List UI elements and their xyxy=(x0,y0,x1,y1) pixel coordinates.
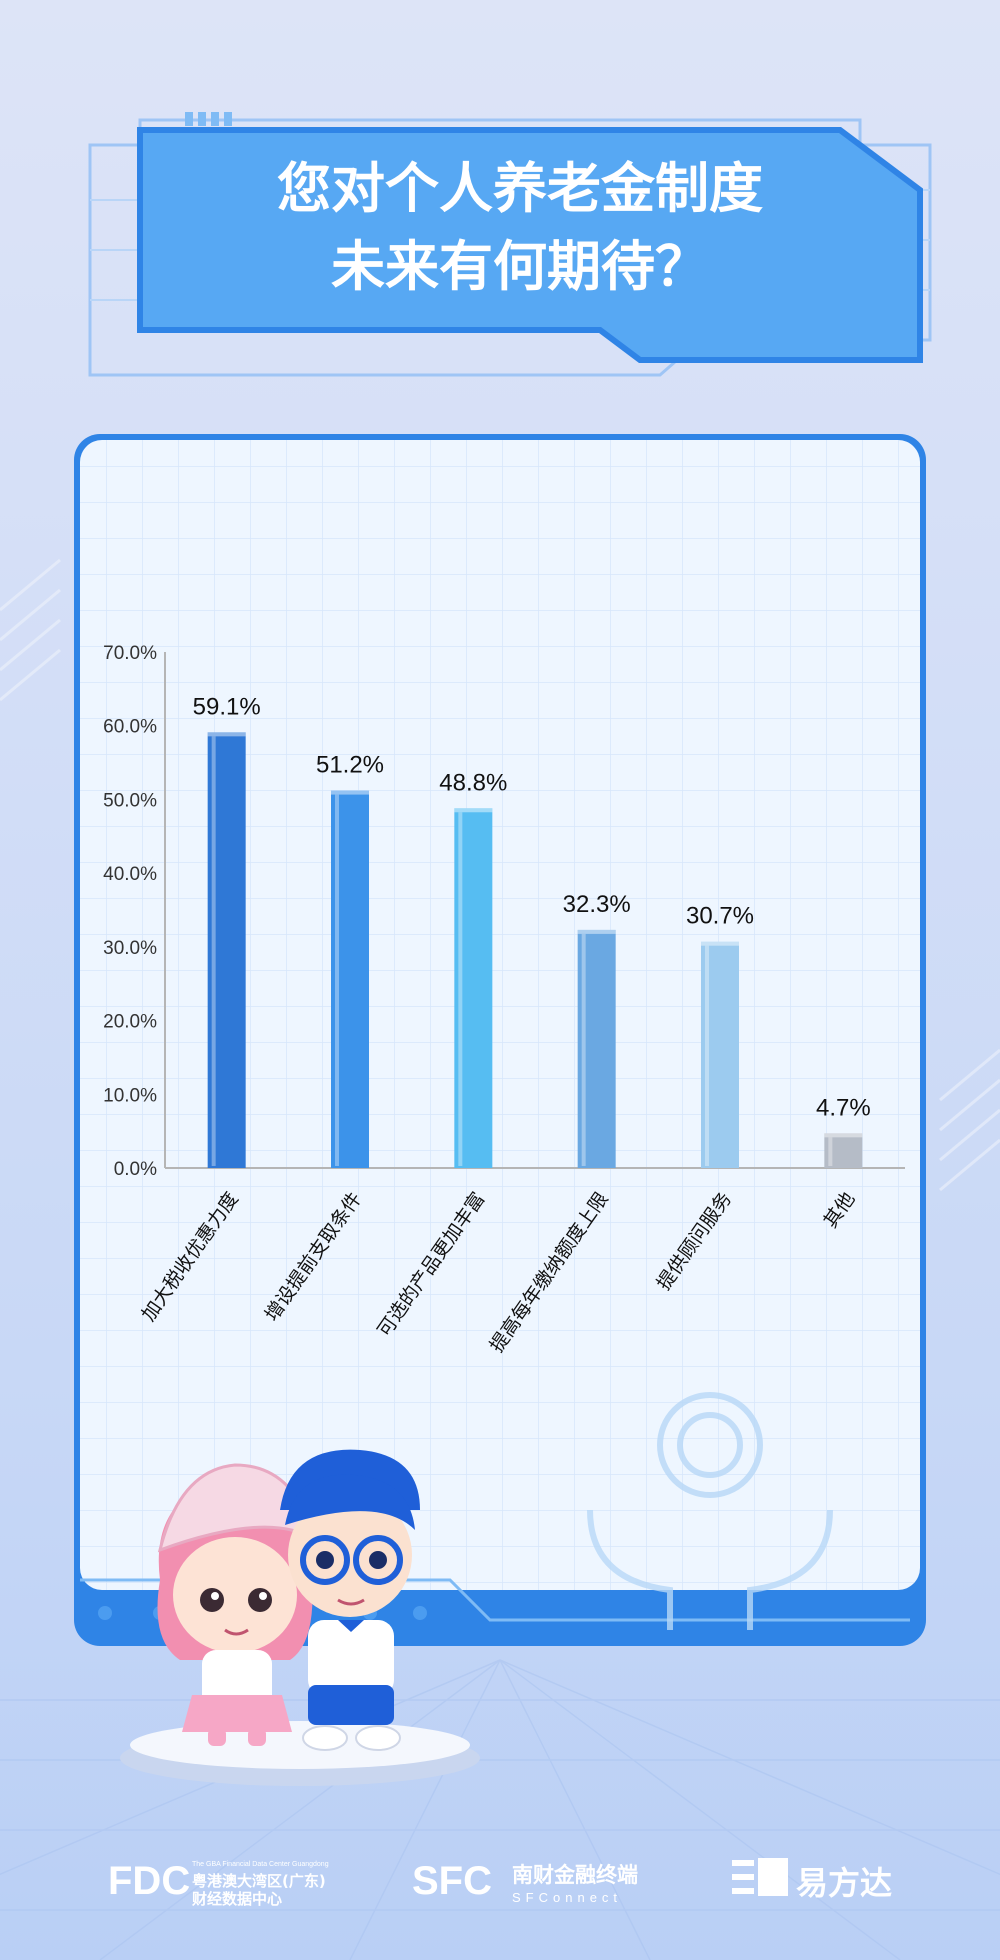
sfc-english: SFConnect xyxy=(512,1890,622,1905)
bar-highlight xyxy=(211,736,216,1166)
page-title: 您对个人养老金制度 未来有何期待？ xyxy=(210,150,830,306)
bar-cap xyxy=(207,732,246,737)
bars xyxy=(207,732,863,1168)
title-banner: 您对个人养老金制度 未来有何期待？ xyxy=(80,110,940,385)
category-label: 加大税收优惠力度 xyxy=(138,1188,243,1325)
category-label: 提供顾问服务 xyxy=(653,1188,736,1294)
boy-mascot xyxy=(280,1449,420,1751)
bar-cap xyxy=(577,929,616,934)
fdc-chinese-1: 粤港澳大湾区(广东) xyxy=(192,1872,326,1890)
category-label: 其他 xyxy=(820,1188,860,1232)
y-tick-label: 30.0% xyxy=(103,938,157,959)
mascot-characters xyxy=(120,1449,480,1786)
value-labels: 59.1% 51.2% 48.8% 32.3% 30.7% 4.7% xyxy=(193,693,871,1121)
y-tick-label: 70.0% xyxy=(103,643,157,664)
category-label: 增设提前支取条件 xyxy=(261,1188,366,1325)
sfc-logo: SFC 南财金融终端 SFConnect xyxy=(412,1859,638,1905)
y-tick-label: 10.0% xyxy=(103,1085,157,1106)
sfc-mark: SFC xyxy=(412,1859,492,1903)
title-line-2: 未来有何期待？ xyxy=(331,235,709,298)
bar xyxy=(577,929,616,1168)
value-label: 59.1% xyxy=(193,693,261,720)
efangda-logo: 易方达 xyxy=(732,1858,892,1902)
fdc-chinese-2: 财经数据中心 xyxy=(192,1890,282,1908)
girl-mascot xyxy=(157,1463,318,1746)
bar-highlight xyxy=(335,794,339,1166)
category-label: 可选的产品更加丰富 xyxy=(373,1188,489,1341)
pension-hands-icon xyxy=(587,1392,833,1630)
bar-cap xyxy=(701,941,739,946)
bar-highlight xyxy=(705,945,709,1166)
bar xyxy=(701,941,739,1168)
value-label: 30.7% xyxy=(686,903,754,930)
y-tick-label: 20.0% xyxy=(103,1012,157,1033)
footer-logos: FDC The GBA Financial Data Center Guangd… xyxy=(0,1830,1000,1930)
chart-panel xyxy=(74,434,926,1646)
bar-cap xyxy=(824,1133,863,1138)
fdc-english: The GBA Financial Data Center Guangdong xyxy=(192,1861,329,1868)
y-tick-label: 60.0% xyxy=(103,717,157,738)
fdc-logo: FDC The GBA Financial Data Center Guangd… xyxy=(108,1859,329,1908)
value-label: 32.3% xyxy=(563,891,631,918)
value-label: 51.2% xyxy=(316,752,384,779)
category-label: 提高每年缴纳额度上限 xyxy=(486,1188,613,1356)
value-label: 48.8% xyxy=(439,769,507,796)
title-frame xyxy=(88,112,932,377)
y-tick-label: 0.0% xyxy=(114,1159,157,1180)
bar-highlight xyxy=(581,933,586,1166)
efangda-name: 易方达 xyxy=(796,1864,892,1902)
fdc-mark: FDC xyxy=(108,1859,190,1903)
sfc-chinese: 南财金融终端 xyxy=(512,1863,638,1887)
value-label: 4.7% xyxy=(816,1094,871,1121)
title-line-1: 您对个人养老金制度 xyxy=(277,157,763,220)
bar-cap xyxy=(331,790,369,795)
y-tick-label: 50.0% xyxy=(103,790,157,811)
bar xyxy=(454,808,493,1168)
bar-cap xyxy=(454,808,493,813)
bar xyxy=(207,732,246,1168)
y-tick-labels: 0.0% 10.0% 20.0% 30.0% 40.0% 50.0% 60.0% 70.0% xyxy=(103,643,157,1180)
bar-highlight xyxy=(828,1137,833,1166)
efangda-mark-icon xyxy=(732,1858,788,1896)
bar xyxy=(331,790,369,1168)
bar-highlight xyxy=(458,812,463,1166)
bar xyxy=(824,1133,863,1168)
y-tick-label: 40.0% xyxy=(103,864,157,885)
